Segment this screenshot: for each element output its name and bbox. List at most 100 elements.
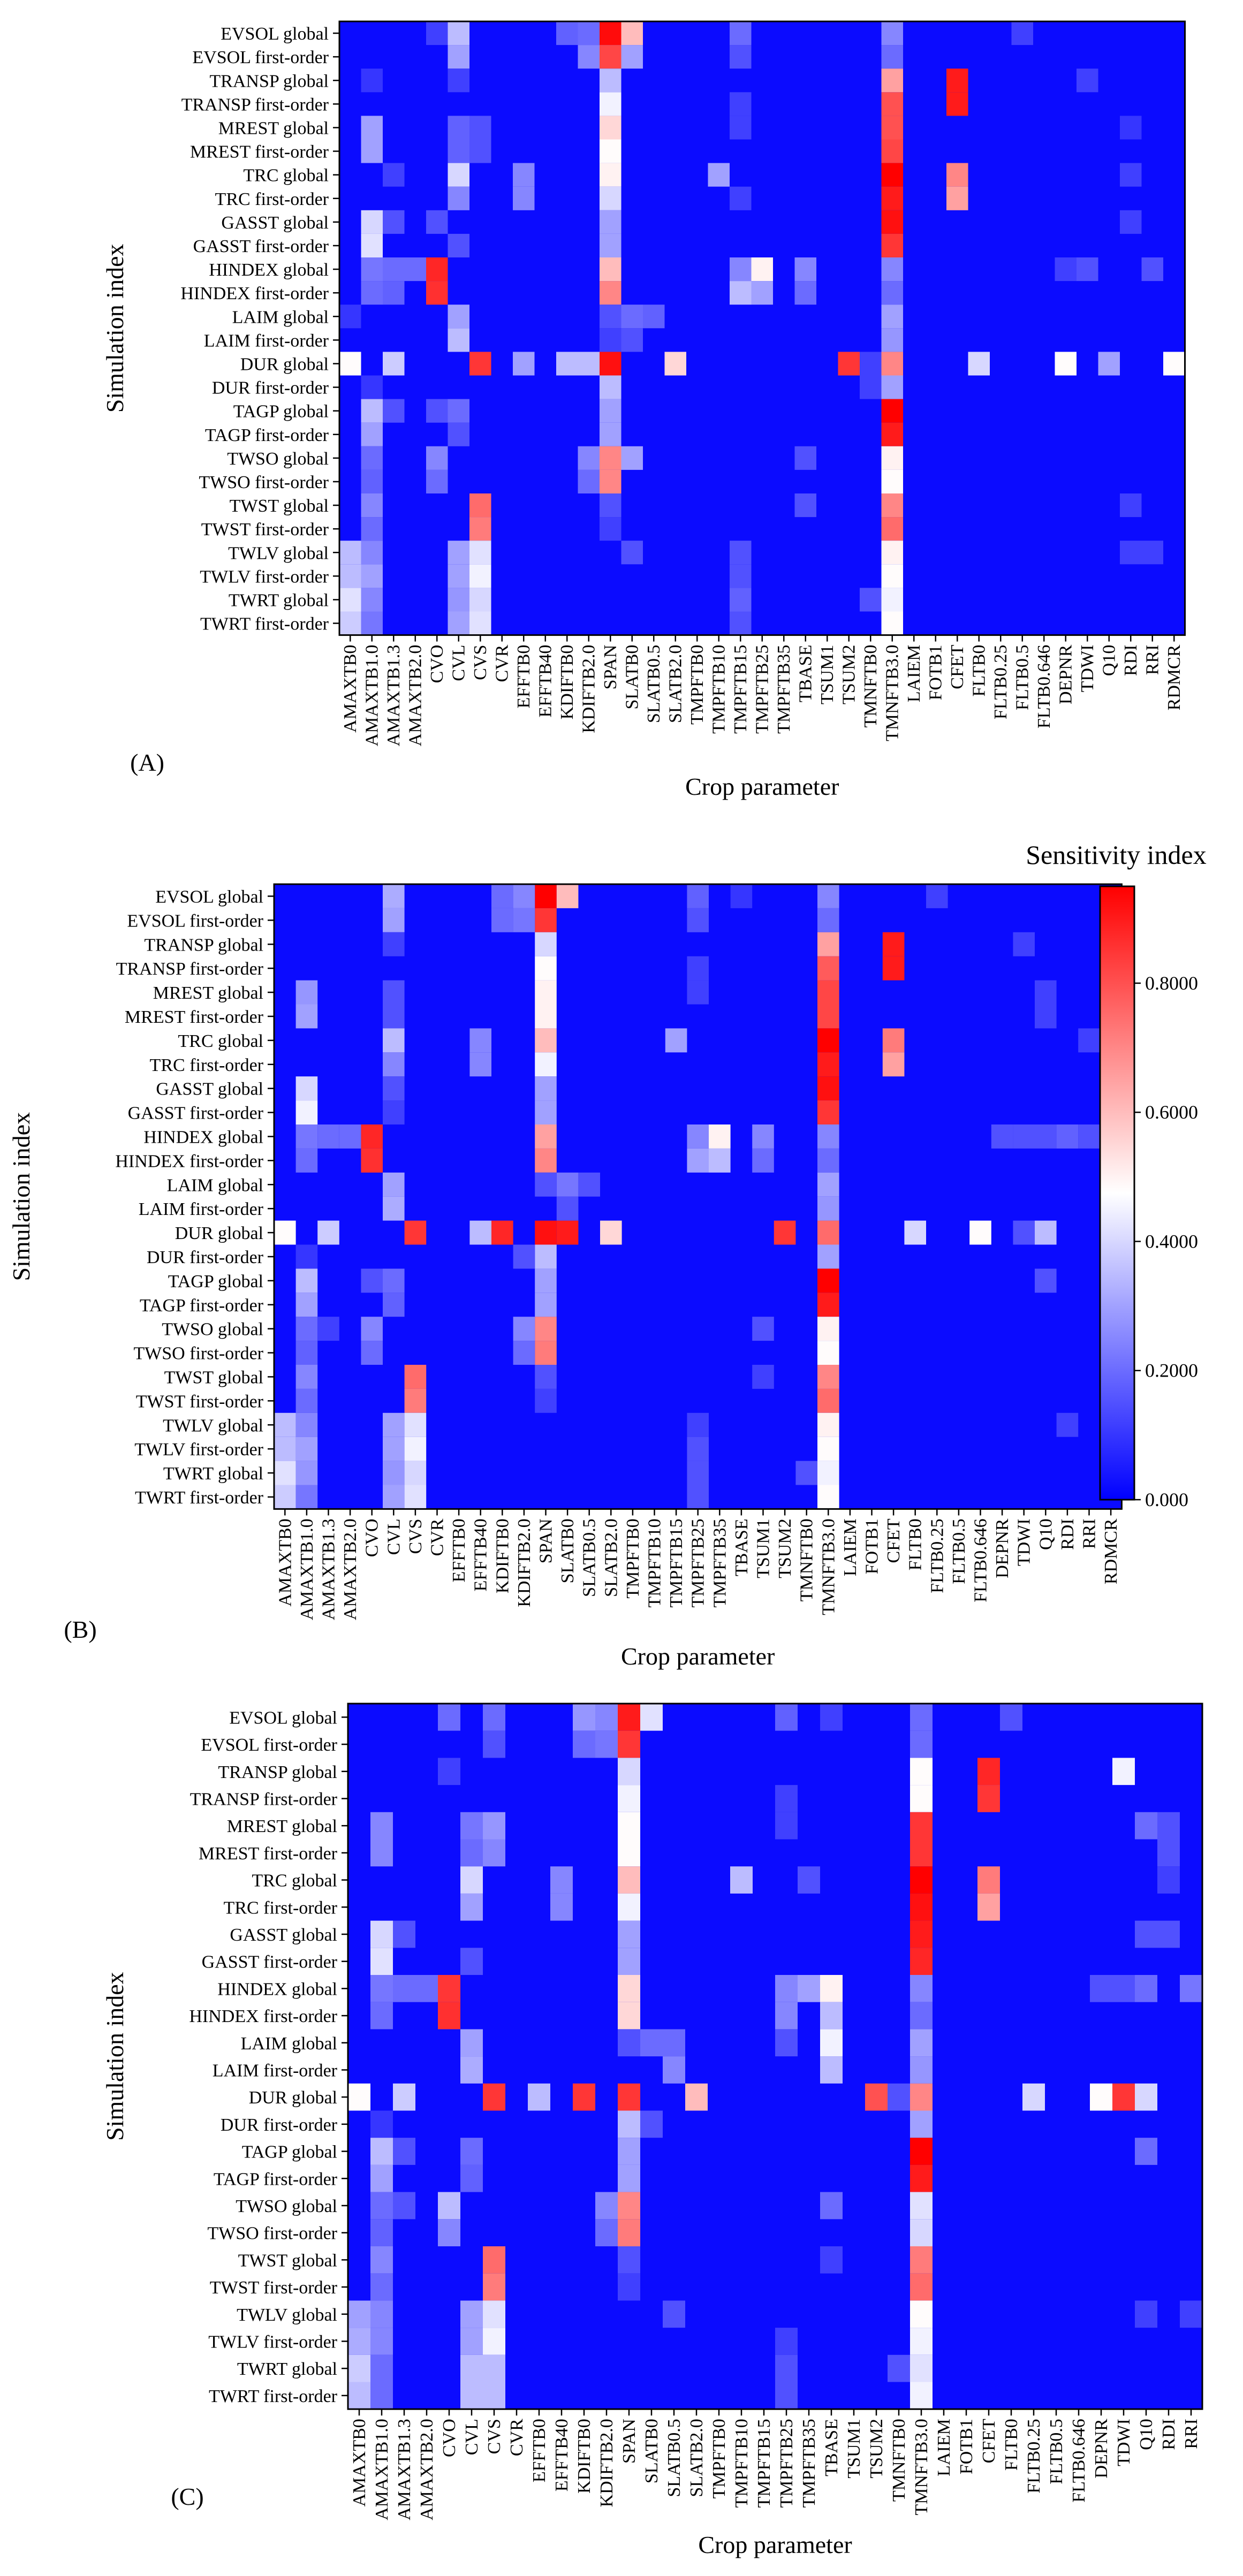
heatmap-cell [348,2328,370,2355]
heatmap-cell [295,1244,318,1269]
y-tick-label: TWST global [164,1367,263,1387]
heatmap-cell [1011,21,1033,45]
x-tick-label: TMPFTB25 [777,2419,797,2507]
heatmap-cell [460,2328,483,2355]
heatmap-cell [751,281,773,305]
heatmap-cell [663,2056,685,2084]
heatmap-cell [926,884,948,908]
x-tick-label: RDMCR [1101,1518,1121,1584]
heatmap-cell [460,2029,483,2057]
heatmap-cell [361,399,383,423]
heatmap-cell [1013,1124,1035,1149]
heatmap-cell [640,2110,663,2138]
heatmap-cell [383,980,405,1005]
heatmap-cell [460,2138,483,2165]
heatmap-cell [370,2002,393,2030]
y-tick-label: TRC global [252,1871,337,1891]
x-tick-label: AMAXTB1.3 [395,2419,414,2520]
x-tick-label: AMAXTB1.0 [372,2419,392,2520]
x-tick-label: EFFTB0 [514,645,534,709]
heatmap-cell [535,1124,557,1149]
heatmap-cell [709,1148,731,1173]
heatmap-cell [977,1893,1000,1921]
heatmap-cell [774,1220,796,1245]
heatmap-cell [1112,1975,1135,2002]
heatmap-cell [1035,1124,1057,1149]
heatmap-cell [556,352,578,376]
heatmap-cell [438,2002,460,2030]
heatmap-cell [687,1461,709,1485]
heatmap-cell [361,611,383,635]
x-tick-label: TMNFTB0 [889,2419,909,2502]
heatmap-cell [860,352,882,376]
heatmap-cell [370,2192,393,2220]
heatmap-cell [393,2083,415,2111]
heatmap-cell [910,1730,933,1758]
y-tick-label: HINDEX global [143,1127,263,1147]
heatmap-cell [817,1220,839,1245]
y-tick-label: GASST first-order [128,1104,264,1123]
heatmap-cell [383,163,405,187]
y-tick-label: MREST first-order [125,1007,264,1027]
x-tick-label: FLTB0.646 [1034,645,1054,729]
heatmap-cell [274,1461,296,1485]
heatmap-cell [556,1220,579,1245]
heatmap-cell [820,2002,843,2030]
heatmap-cell [687,1124,709,1149]
heatmap-cell [910,2354,933,2382]
y-tick-label: MREST first-order [199,1844,338,1864]
heatmap-cell [361,1317,383,1341]
heatmap-cell [817,1388,839,1413]
x-tick-label: FLTB0.25 [1024,2419,1044,2494]
y-tick-label: TWST first-order [201,520,329,539]
heatmap-cell [881,588,903,612]
y-tick-label: TRC first-order [224,1898,338,1918]
x-tick-label: CVS [484,2419,504,2454]
y-tick-label: TRC global [178,1031,263,1051]
heatmap-cell [751,257,773,282]
heatmap-cell [535,1244,557,1269]
y-tick-label: EVSOL global [155,887,263,907]
heatmap-cell [794,493,816,518]
heatmap-cell [881,92,903,116]
heatmap-cell [1090,2083,1112,2111]
heatmap-cell [882,1028,905,1053]
heatmap-cell [370,2164,393,2192]
heatmap-cell [640,2029,663,2057]
heatmap-cell [881,328,903,352]
heatmap-cell [882,1052,905,1077]
heatmap-cell [1090,1975,1112,2002]
heatmap-cell [295,1365,318,1389]
heatmap-cell [881,399,903,423]
heatmap-cell [794,257,816,282]
x-tick-label: CVR [507,2419,527,2456]
heatmap-cell [882,932,905,956]
heatmap-cell [910,1893,933,1921]
heatmap-cell [618,1866,640,1894]
x-tick-label: FLTB0.25 [927,1518,947,1593]
heatmap-cell [483,1704,505,1731]
heatmap-cell [448,233,469,257]
heatmap-cell [438,1975,460,2002]
heatmap-cell [361,69,383,93]
x-tick-label: DEPNR [992,1518,1012,1578]
x-tick-label: SLATB2.0 [666,645,686,723]
x-tick-label: LAIEM [934,2419,954,2476]
colorbar-tick-label: 0.6000 [1145,1101,1198,1123]
heatmap-cell [730,588,752,612]
heatmap-cell [393,2138,415,2165]
x-tick-label: CVR [428,1518,448,1556]
heatmap-cell [910,2382,933,2410]
heatmap-cell [730,564,752,588]
heatmap-cell [339,541,361,565]
heatmap-cell [448,422,469,446]
y-tick-label: DUR global [240,354,329,374]
heatmap-cell [730,1866,753,1894]
heatmap-cell [460,2382,483,2410]
heatmap-cell [687,884,709,908]
heatmap-cell [483,1730,505,1758]
heatmap-cell [910,1812,933,1840]
y-tick-label: TWLV first-order [200,567,329,587]
heatmap-cell [1180,1975,1202,2002]
heatmap-cell [361,375,383,399]
